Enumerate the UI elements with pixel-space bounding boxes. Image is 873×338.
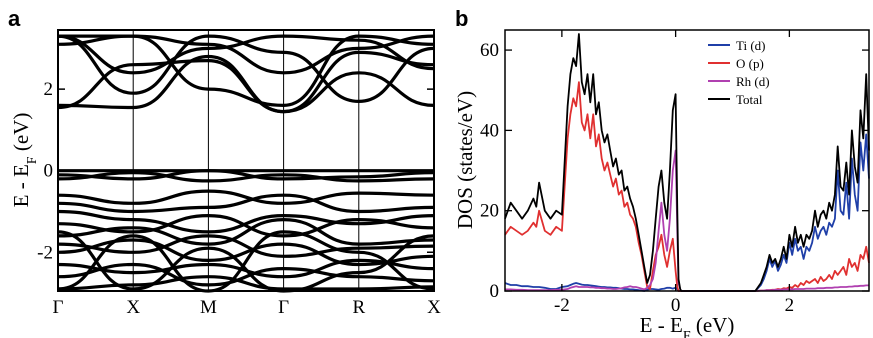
- band-line-15: [57, 234, 435, 258]
- y-tick-label: 0: [490, 281, 500, 302]
- band-line-12: [57, 209, 435, 234]
- dos-curves: [504, 33, 870, 292]
- y-axis-title: E - EF (eV): [9, 113, 40, 208]
- band-line-14: [57, 218, 435, 246]
- x-axis-title-subscript: F: [683, 329, 691, 338]
- x-tick-label: Γ: [53, 297, 64, 318]
- x-tick-label: 0: [671, 295, 681, 316]
- legend-label: Ti (d): [736, 38, 766, 53]
- y-axis-title-unit: (eV): [9, 113, 33, 157]
- band-line-4: [57, 54, 435, 114]
- x-tick-label: -2: [554, 295, 570, 316]
- dos-plot-frame: [504, 29, 870, 292]
- x-tick-label: X: [427, 297, 441, 318]
- dos-line-rh-d: [505, 149, 869, 292]
- x-tick-label: Γ: [278, 297, 289, 318]
- dos-line-ti-d: [504, 133, 870, 292]
- dos-panel: b 0 20 40 60 -2 0 2 DOS (states/eV) E - EF (e…: [453, 6, 870, 338]
- band-line-5: [57, 34, 435, 103]
- x-tick-label: 2: [785, 295, 795, 316]
- panel-b-label: b: [455, 6, 468, 31]
- x-axis-title-main: E - E: [640, 313, 683, 337]
- y-tick-label: -2: [37, 242, 53, 263]
- band-line-8: [57, 169, 435, 181]
- band-line-9: [57, 171, 435, 183]
- band-line-18: [57, 262, 435, 287]
- y-tick-label: 20: [480, 201, 499, 222]
- x-axis-title: E - EF (eV): [640, 313, 735, 338]
- band-line-6: [57, 34, 435, 107]
- y-tick-label: 0: [44, 161, 54, 182]
- band-line-13: [57, 214, 435, 238]
- y-axis-title-main: E - E: [9, 164, 33, 207]
- legend-label: Total: [736, 92, 763, 107]
- legend-label: O (p): [736, 56, 764, 71]
- band-line-20: [57, 230, 435, 293]
- y-tick-label: 40: [480, 120, 499, 141]
- band-line-21: [57, 230, 435, 293]
- y-tick-label: 60: [480, 40, 499, 61]
- band-structure-panel: a -2 0 2 Γ X M Γ R X E - EF (eV): [8, 6, 441, 318]
- x-axis-ticks: -2 0 2: [554, 30, 794, 316]
- legend-label: Rh (d): [736, 74, 770, 89]
- band-line-11: [57, 193, 435, 214]
- dos-line-o-p: [504, 81, 870, 292]
- high-symmetry-lines: [132, 30, 360, 291]
- y-axis-ticks: -2 0 2: [37, 79, 434, 263]
- band-line-16: [57, 238, 435, 267]
- x-tick-label: X: [126, 297, 140, 318]
- band-line-10: [57, 189, 435, 205]
- y-axis-title: DOS (states/eV): [453, 91, 477, 229]
- band-line-19: [57, 275, 435, 291]
- dos-line-total: [504, 33, 870, 292]
- x-axis-title-unit: (eV): [691, 313, 735, 337]
- y-axis-title-subscript: F: [25, 156, 40, 164]
- y-tick-label: 2: [44, 79, 54, 100]
- x-tick-label: M: [200, 297, 217, 318]
- band-plot-frame: [57, 29, 435, 292]
- y-axis-ticks: 0 20 40 60: [480, 40, 869, 302]
- legend: Ti (d) O (p) Rh (d) Total: [708, 38, 770, 107]
- x-tick-label: R: [352, 297, 365, 318]
- band-lines: [57, 34, 435, 293]
- panel-a-label: a: [8, 6, 21, 31]
